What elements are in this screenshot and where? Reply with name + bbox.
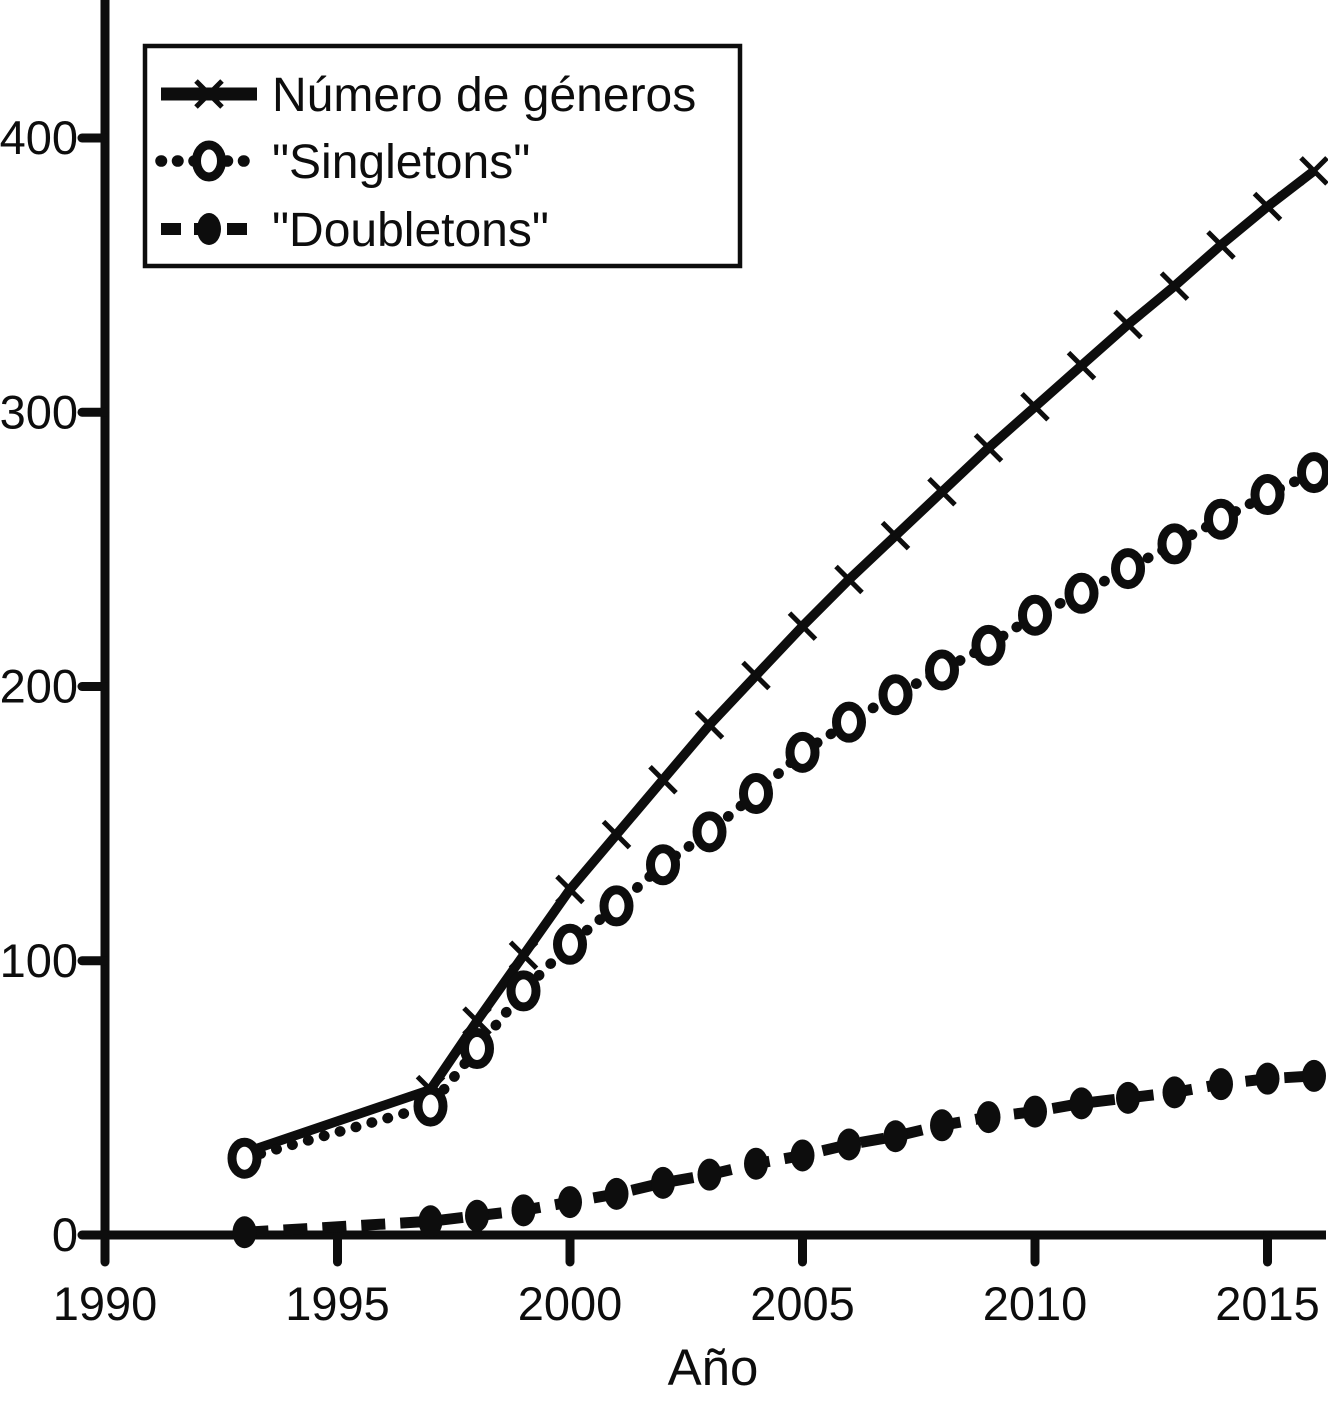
y-tick-label: 300 bbox=[0, 385, 78, 438]
data-point-marker bbox=[604, 1177, 629, 1210]
series-doubletons bbox=[232, 1059, 1326, 1249]
data-point-marker bbox=[1157, 523, 1192, 565]
data-point-marker bbox=[506, 970, 541, 1012]
data-point-marker bbox=[697, 1158, 722, 1191]
series-n-mero-de-g-neros bbox=[242, 156, 1328, 1158]
data-point-marker bbox=[1206, 230, 1236, 260]
data-point-marker bbox=[880, 520, 911, 551]
data-point-marker bbox=[232, 1216, 257, 1249]
series-line-doubletons bbox=[244, 1070, 1315, 1238]
y-tick-label: 0 bbox=[52, 1208, 78, 1261]
data-point-marker bbox=[785, 731, 820, 773]
data-point-marker bbox=[971, 624, 1006, 666]
data-point-marker bbox=[227, 1137, 262, 1179]
data-point-marker bbox=[787, 611, 818, 641]
legend-item-label: Número de géneros bbox=[272, 69, 696, 122]
data-point-marker bbox=[837, 1128, 861, 1161]
data-point-marker bbox=[1159, 271, 1190, 301]
data-point-marker bbox=[651, 1166, 675, 1199]
data-point-marker bbox=[1209, 1068, 1233, 1101]
data-point-marker bbox=[197, 213, 221, 245]
data-point-marker bbox=[648, 764, 678, 795]
data-point-marker bbox=[741, 660, 771, 691]
x-tick-label: 2000 bbox=[518, 1277, 623, 1330]
data-point-marker bbox=[413, 1085, 448, 1127]
data-point-marker bbox=[1252, 191, 1283, 222]
data-point-marker bbox=[508, 940, 539, 971]
data-point-marker bbox=[1299, 156, 1328, 186]
data-point-marker bbox=[1111, 548, 1145, 590]
x-tick-label: 2005 bbox=[750, 1277, 855, 1330]
data-point-marker bbox=[878, 674, 913, 716]
legend: Número de géneros "Singletons" "Doubletons… bbox=[142, 43, 743, 269]
data-point-marker bbox=[1255, 1062, 1280, 1095]
data-point-marker bbox=[601, 819, 632, 850]
series-singletons bbox=[227, 452, 1328, 1179]
y-tick-label: 200 bbox=[0, 660, 78, 713]
data-point-marker bbox=[1250, 474, 1285, 516]
data-point-marker bbox=[1064, 572, 1099, 614]
legend-item-singletons: "Singletons" bbox=[155, 136, 530, 189]
data-point-marker bbox=[558, 1186, 582, 1219]
data-point-marker bbox=[511, 1194, 536, 1227]
data-point-marker bbox=[1113, 309, 1143, 340]
data-point-marker bbox=[553, 923, 587, 965]
x-axis-title: Año bbox=[668, 1339, 759, 1396]
data-point-marker bbox=[460, 1028, 494, 1070]
data-point-marker bbox=[599, 885, 634, 927]
legend-item-label: "Singletons" bbox=[272, 136, 530, 189]
x-tick-label: 2015 bbox=[1215, 1277, 1320, 1330]
data-point-marker bbox=[194, 79, 224, 109]
data-point-marker bbox=[465, 1199, 489, 1232]
data-point-marker bbox=[1023, 1095, 1047, 1128]
data-point-marker bbox=[1018, 594, 1052, 636]
data-point-marker bbox=[927, 477, 957, 507]
data-point-marker bbox=[973, 433, 1004, 463]
data-point-marker bbox=[834, 564, 864, 595]
data-point-marker bbox=[692, 811, 727, 853]
data-point-marker bbox=[1302, 1059, 1326, 1092]
x-tick-label: 1995 bbox=[285, 1277, 390, 1330]
data-point-marker bbox=[418, 1205, 443, 1238]
data-point-marker bbox=[744, 1147, 768, 1180]
data-point-marker bbox=[1116, 1081, 1140, 1114]
data-point-marker bbox=[790, 1139, 815, 1172]
data-point-marker bbox=[694, 710, 725, 740]
data-point-marker bbox=[1066, 350, 1097, 381]
data-point-marker bbox=[832, 701, 866, 743]
data-point-marker bbox=[646, 844, 680, 886]
x-tick-label: 2010 bbox=[983, 1277, 1088, 1330]
y-tick-label: 100 bbox=[0, 934, 78, 987]
data-point-marker bbox=[462, 1006, 492, 1036]
data-point-marker bbox=[1162, 1076, 1187, 1109]
x-tick-label: 1990 bbox=[53, 1277, 158, 1330]
legend-item-n-mero-de-g-neros: Número de géneros bbox=[161, 69, 696, 122]
data-point-marker bbox=[739, 772, 773, 814]
data-point-marker bbox=[1020, 391, 1050, 422]
data-point-marker bbox=[1297, 452, 1328, 494]
legend-item-label: "Doubletons" bbox=[272, 204, 549, 257]
legend-item-doubletons: "Doubletons" bbox=[161, 204, 549, 257]
data-point-marker bbox=[930, 1109, 954, 1142]
data-point-marker bbox=[925, 649, 959, 691]
data-point-marker bbox=[192, 140, 226, 182]
y-tick-label: 400 bbox=[0, 111, 78, 164]
data-point-marker bbox=[976, 1101, 1001, 1134]
data-point-marker bbox=[883, 1120, 908, 1153]
data-point-marker bbox=[1069, 1087, 1094, 1120]
data-point-marker bbox=[1204, 498, 1238, 540]
data-point-marker bbox=[555, 874, 585, 905]
